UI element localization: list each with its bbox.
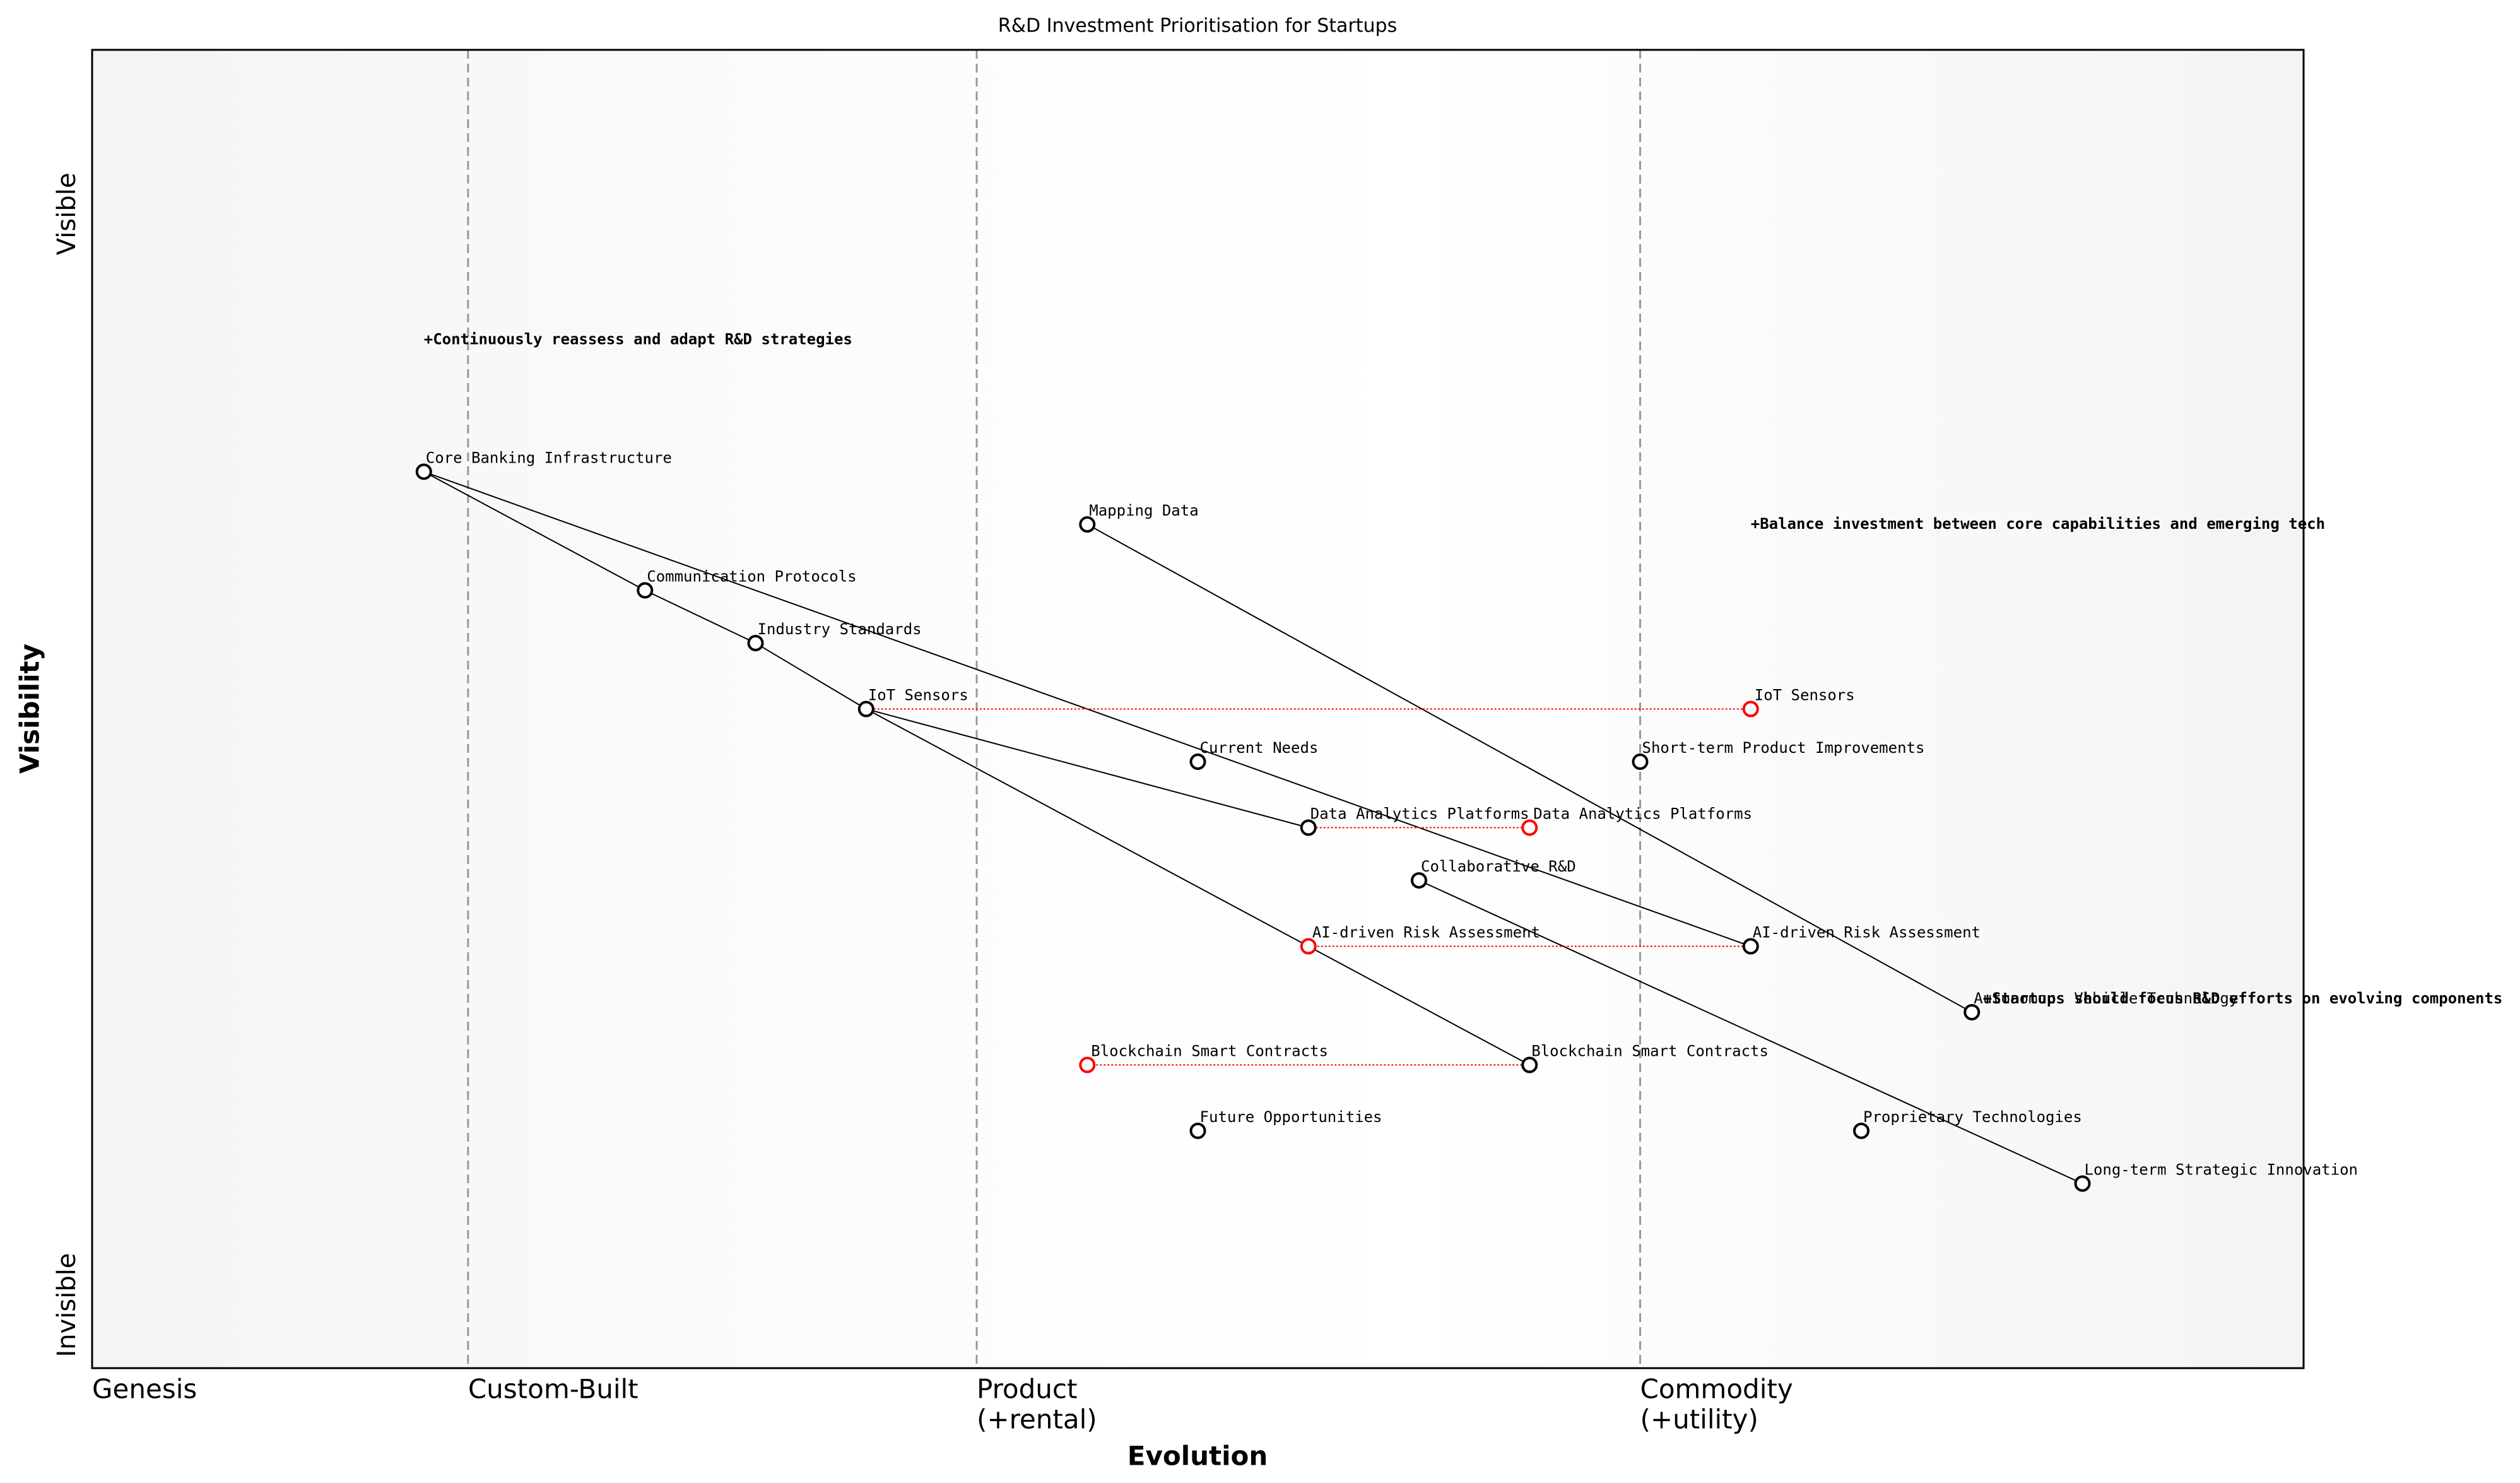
stage-label: Custom-Built (468, 1374, 639, 1405)
component-label: Mapping Data (1089, 502, 1198, 519)
component (1411, 872, 1427, 889)
component (1742, 938, 1759, 955)
component (1853, 1122, 1869, 1139)
evolve-marker (1300, 938, 1317, 955)
chart-title: R&D Investment Prioritisation for Startu… (998, 15, 1397, 37)
component-label: Autonomous Vehicle Technology (1974, 990, 2238, 1007)
link (866, 708, 1530, 1066)
stage-label: Genesis (92, 1374, 197, 1405)
component-label: Long-term Strategic Innovation (2085, 1161, 2358, 1179)
component-label: Data Analytics Platforms (1310, 805, 1529, 823)
evolve-label: Data Analytics Platforms (1533, 805, 1752, 823)
component-label: Short-term Product Improvements (1642, 739, 1925, 757)
stage-label: Product (977, 1374, 1077, 1405)
link (866, 708, 1309, 829)
component-label: Current Needs (1200, 739, 1319, 757)
evolve-marker (1079, 1056, 1096, 1073)
component-label: AI-driven Risk Assessment (1753, 924, 1981, 942)
note: +Continuously reassess and adapt R&D str… (424, 331, 852, 348)
component (1189, 1122, 1206, 1139)
evolve-marker (1742, 700, 1759, 718)
stage-label: (+rental) (977, 1404, 1097, 1435)
link (1418, 880, 2083, 1185)
component-label: Proprietary Technologies (1863, 1108, 2082, 1126)
evolve-marker (1521, 819, 1538, 836)
link (755, 642, 867, 710)
evolve-label: AI-driven Risk Assessment (1312, 924, 1540, 942)
stage-label: (+utility) (1640, 1404, 1758, 1435)
component (1632, 753, 1649, 771)
note: +Balance investment between core capabil… (1751, 515, 2325, 533)
note: +Startups should focus R&D efforts on ev… (1983, 990, 2503, 1007)
component-label: Future Opportunities (1200, 1108, 1382, 1126)
component (1079, 516, 1096, 533)
component (747, 635, 764, 652)
component (1964, 1003, 1981, 1020)
stage-label: Commodity (1640, 1374, 1793, 1405)
y-top-label: Visible (52, 173, 81, 256)
x-axis-label: Evolution (1128, 1441, 1268, 1472)
link (423, 471, 645, 591)
evolve-label: IoT Sensors (1755, 687, 1855, 704)
component-label: Blockchain Smart Contracts (1531, 1043, 1769, 1060)
component-label: Industry Standards (758, 620, 922, 638)
plot-background (92, 50, 2304, 1368)
component-label: Core Banking Infrastructure (426, 449, 672, 466)
component (1189, 753, 1206, 771)
component (1521, 1056, 1538, 1073)
y-bottom-label: Invisible (52, 1253, 81, 1357)
link (644, 589, 756, 644)
evolve-label: Blockchain Smart Contracts (1091, 1043, 1328, 1060)
link (1086, 524, 1972, 1013)
y-axis-label: Visibility (15, 644, 45, 774)
component (637, 582, 654, 599)
plot-frame (91, 49, 2305, 1369)
component (415, 463, 432, 480)
component-label: Communication Protocols (647, 567, 856, 585)
component-label: IoT Sensors (868, 687, 969, 704)
component-label: Collaborative R&D (1421, 858, 1576, 875)
component (1300, 819, 1317, 836)
component (2074, 1175, 2091, 1192)
component (857, 700, 874, 718)
